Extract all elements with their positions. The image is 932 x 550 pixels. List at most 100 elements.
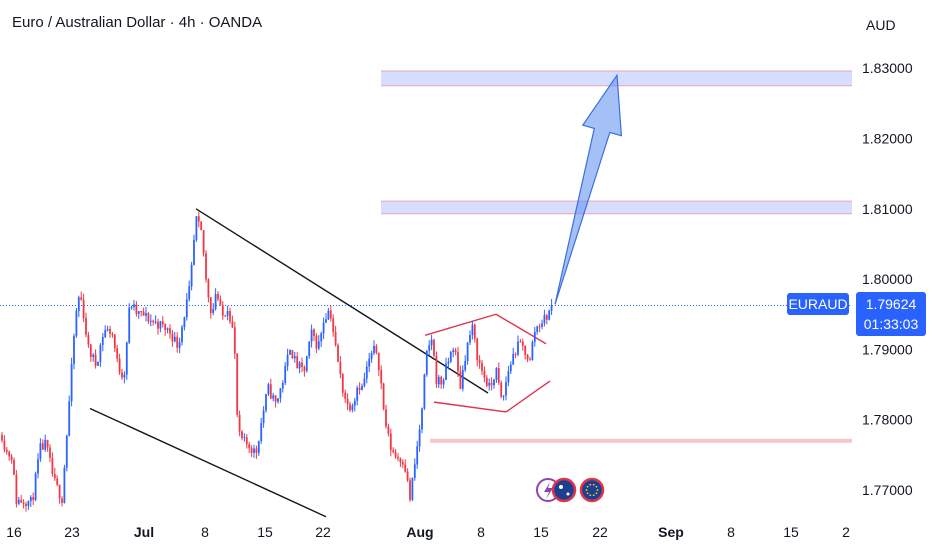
time-tick-label: 8 (727, 524, 735, 540)
candle-body (145, 313, 147, 316)
candle-body (140, 311, 143, 313)
candle-body (409, 480, 411, 500)
candle-body (399, 458, 402, 463)
candle-body (82, 299, 85, 318)
candle-body (526, 354, 529, 360)
flag-star (589, 494, 592, 497)
candle-body (89, 344, 92, 357)
candle-body (130, 307, 133, 309)
candle-body (260, 423, 263, 442)
support-line (430, 438, 852, 443)
price-tick-label: 1.79000 (862, 341, 913, 357)
candle-body (233, 327, 236, 354)
candlesticks (1, 211, 553, 512)
candle-body (27, 501, 30, 507)
candle-body (267, 384, 270, 395)
flag-star (592, 483, 595, 486)
candle-body (315, 335, 318, 349)
candle-body (245, 437, 248, 445)
candle-body (113, 334, 116, 349)
candle-body (421, 408, 423, 430)
candle-body (73, 336, 75, 364)
candle-body (221, 305, 224, 316)
candle-body (135, 304, 138, 314)
candle-body (373, 345, 375, 354)
candle-body (99, 344, 102, 362)
candle-body (370, 353, 373, 359)
candle-body (301, 362, 303, 368)
time-tick-label: 15 (533, 524, 549, 540)
candle-body (481, 362, 483, 371)
candle-body (356, 387, 359, 401)
candle-body (253, 448, 255, 453)
candle-body (255, 448, 258, 453)
wedge-line-2 (89, 407, 327, 518)
time-tick-label: Jul (134, 524, 154, 540)
candle-body (75, 311, 78, 337)
candle-body (157, 321, 159, 329)
candle-body (188, 286, 191, 300)
candle-body (85, 317, 87, 335)
projection-arrow (554, 73, 623, 305)
candle-body (241, 431, 243, 439)
flag-star (585, 489, 588, 491)
candle-body (459, 371, 462, 389)
candle-body (200, 221, 203, 231)
candle-body (224, 315, 227, 317)
candle-body (457, 352, 459, 372)
flag-star (595, 492, 598, 495)
pattern-line-3 (433, 401, 507, 413)
flag-star (592, 494, 595, 497)
candle-body (521, 341, 524, 346)
candle-body (529, 359, 531, 361)
candle-body (363, 378, 366, 386)
eu-flag-icon[interactable] (579, 477, 605, 503)
candle-body (289, 350, 291, 355)
candle-body (341, 374, 344, 393)
resistance-zone-2 (381, 201, 852, 214)
flag-star (595, 485, 598, 488)
candle-body (461, 369, 464, 389)
candle-body (464, 360, 467, 370)
candle-body (397, 456, 399, 459)
last-price-tag: 1.79624 01:33:03 (856, 292, 926, 336)
candle-body (497, 368, 500, 383)
flag-star (559, 485, 563, 489)
chart-title: Euro / Australian Dollar · 4h · OANDA (12, 14, 263, 31)
pattern-line-1 (424, 313, 497, 337)
candle-body (3, 440, 6, 450)
candle-body (34, 473, 37, 501)
candle-body (298, 362, 301, 369)
candle-body (173, 336, 176, 342)
flag-star (596, 489, 599, 491)
candle-body (121, 372, 123, 378)
trend-lines (0, 208, 852, 518)
time-tick-label: 8 (201, 524, 209, 540)
candle-body (471, 324, 474, 336)
candle-body (166, 328, 169, 330)
candle-body (41, 443, 44, 450)
candle-body (142, 311, 145, 316)
au-flag-icon[interactable] (551, 477, 577, 503)
candle-body (293, 356, 296, 359)
candle-body (365, 366, 368, 379)
last-price: 1.79624 (865, 296, 917, 312)
candle-body (53, 474, 56, 479)
candle-body (466, 342, 469, 361)
candle-body (181, 327, 183, 343)
candle-body (217, 293, 219, 300)
candle-body (154, 321, 157, 323)
time-tick-label: 22 (315, 524, 331, 540)
candle-body (428, 345, 431, 351)
time-tick-label: Sep (658, 524, 684, 540)
candle-body (61, 498, 63, 503)
candle-body (243, 437, 246, 439)
candle-body (159, 321, 162, 329)
time-axis: 16 23 Jul 8 15 22 Aug 8 15 22 Sep 8 15 2 (6, 524, 850, 540)
candle-body (512, 353, 515, 365)
annotations (554, 73, 623, 305)
candle-body (507, 371, 510, 383)
candle-body (495, 368, 498, 380)
candle-body (353, 400, 356, 406)
